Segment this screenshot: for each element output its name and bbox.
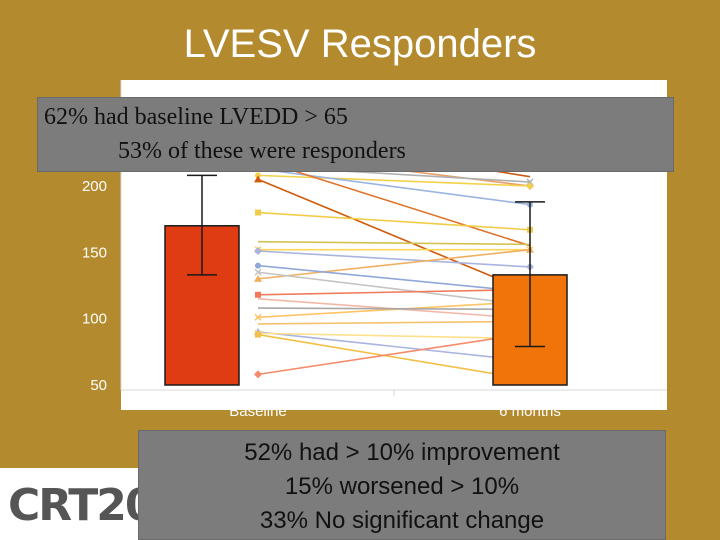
x-tick-label-1: Baseline — [229, 403, 287, 420]
paired-line-6 — [257, 158, 531, 247]
paired-marker-12-1 — [254, 274, 262, 282]
y-tick-labels: 50 100 150 200 — [82, 178, 107, 394]
paired-marker-15-1 — [255, 291, 261, 298]
paired-marker-13-1 — [254, 268, 262, 276]
bars — [164, 174, 568, 386]
paired-line-15 — [257, 288, 531, 296]
paired-line-8 — [257, 211, 531, 231]
paired-marker-7-1 — [254, 175, 262, 183]
paired-line-13 — [257, 271, 531, 307]
paired-line-12 — [257, 248, 531, 280]
y-tick-label-100: 100 — [82, 311, 107, 328]
paired-line-4 — [257, 174, 531, 187]
paired-marker-14-1 — [255, 262, 261, 269]
callout-bottom: 52% had > 10% improvement 15% worsened >… — [138, 430, 666, 540]
callout-bottom-line1: 52% had > 10% improvement — [244, 439, 560, 466]
slide-title: LVESV Responders — [183, 22, 537, 66]
paired-line-11 — [257, 250, 531, 268]
paired-line-21 — [257, 332, 531, 340]
callout-bottom-line2: 15% worsened > 10% — [284, 473, 520, 500]
paired-marker-22-1 — [255, 331, 261, 338]
callout-top: 62% had baseline LVEDD > 65 53% of these… — [37, 97, 674, 172]
paired-line-14 — [257, 264, 531, 293]
paired-line-5 — [257, 167, 531, 206]
paired-line-23 — [257, 332, 531, 376]
callout-bottom-line3: 33% No significant change — [259, 507, 545, 534]
x-tick-labels: Baseline 6 months — [229, 403, 561, 420]
paired-line-19 — [257, 331, 531, 362]
y-tick-label-150: 150 — [82, 244, 107, 261]
logo-panel: CRT201 — [0, 468, 184, 540]
paired-line-22 — [257, 333, 531, 381]
paired-line-7 — [257, 178, 531, 293]
paired-line-20 — [257, 320, 531, 325]
paired-marker-17-1 — [254, 313, 262, 321]
paired-marker-11-1 — [254, 247, 262, 256]
callout-top-line2: 53% of these were responders — [118, 138, 406, 164]
y-tick-label-50: 50 — [90, 377, 107, 394]
callout-top-line1: 62% had baseline LVEDD > 65 — [44, 104, 348, 130]
y-tick-label-200: 200 — [82, 178, 107, 195]
x-tick-label-2: 6 months — [499, 403, 561, 420]
paired-line-18 — [257, 307, 531, 311]
paired-line-9 — [257, 240, 531, 246]
paired-marker-8-1 — [255, 209, 261, 216]
paired-marker-23-1 — [254, 370, 262, 379]
paired-marker-4-2 — [527, 183, 533, 189]
